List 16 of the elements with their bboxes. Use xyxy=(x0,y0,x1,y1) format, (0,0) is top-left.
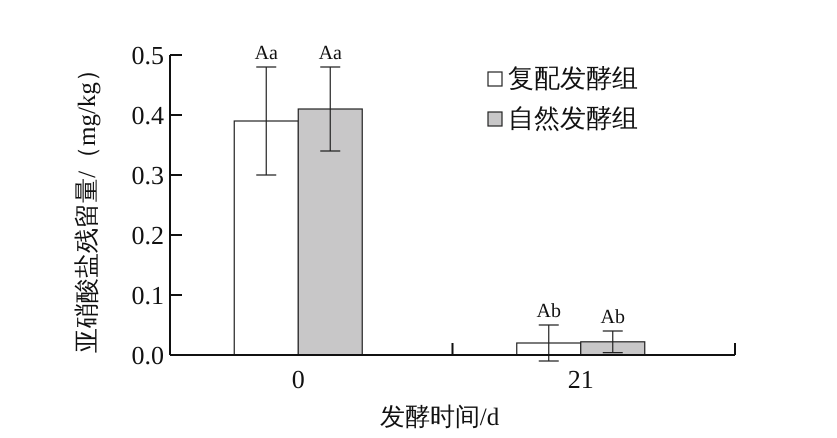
y-tick-label: 0.5 xyxy=(132,41,164,70)
legend-label: 复配发酵组 xyxy=(508,64,638,93)
y-tick-label: 0.2 xyxy=(132,221,164,250)
annotation: Ab xyxy=(600,306,625,328)
annotation: Aa xyxy=(318,42,342,64)
y-tick-label: 0.3 xyxy=(132,161,164,190)
annotation: Ab xyxy=(536,300,561,322)
y-tick-label: 0.0 xyxy=(132,341,164,370)
legend-label: 自然发酵组 xyxy=(508,104,638,133)
y-tick-label: 0.4 xyxy=(132,101,164,130)
x-axis-title: 发酵时间/d xyxy=(380,404,500,431)
annotation: Aa xyxy=(254,42,278,64)
x-tick-label: 0 xyxy=(292,365,305,394)
y-tick-label: 0.1 xyxy=(132,281,164,310)
y-axis-title: 亚硝酸盐残留量/（mg/kg） xyxy=(74,57,101,353)
x-tick-label: 21 xyxy=(568,365,594,394)
